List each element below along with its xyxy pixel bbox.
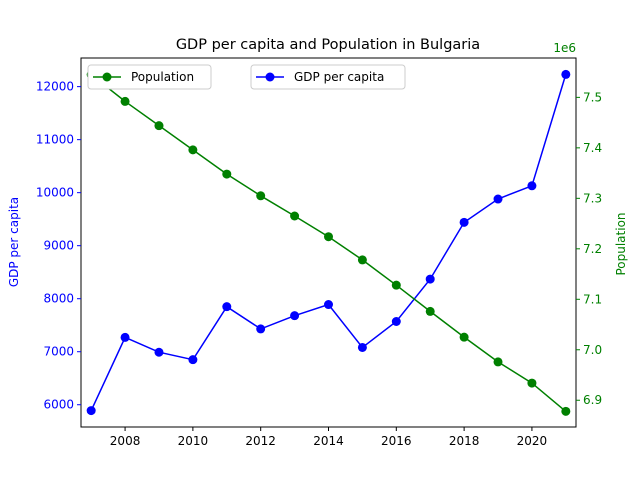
left-y-axis-label: GDP per capita bbox=[7, 197, 21, 287]
right-y-tick-label: 7.2 bbox=[583, 242, 602, 256]
gdp-per-capita-point bbox=[290, 311, 300, 321]
legend-gdp-swatch-marker bbox=[265, 72, 275, 82]
right-y-axis-label: Population bbox=[614, 212, 628, 275]
gdp-per-capita-point bbox=[256, 324, 266, 334]
legend-population-label: Population bbox=[131, 70, 194, 84]
population-point bbox=[561, 406, 571, 416]
gdp-per-capita-point bbox=[222, 302, 232, 312]
legend-gdp-label: GDP per capita bbox=[294, 70, 384, 84]
series-layer bbox=[86, 69, 571, 416]
population-point bbox=[120, 96, 130, 106]
right-y-tick-label: 7.5 bbox=[583, 90, 602, 104]
population-point bbox=[290, 211, 300, 221]
left-y-tick-label: 7000 bbox=[43, 345, 74, 359]
gdp-per-capita-point bbox=[188, 355, 198, 365]
gdp-per-capita-point bbox=[561, 69, 571, 79]
chart-title: GDP per capita and Population in Bulgari… bbox=[176, 37, 480, 53]
population-point bbox=[425, 306, 435, 316]
left-y-tick-label: 8000 bbox=[43, 292, 74, 306]
population-point bbox=[324, 232, 333, 242]
x-tick-label: 2016 bbox=[381, 434, 412, 448]
left-y-tick-label: 9000 bbox=[43, 239, 74, 253]
right-y-tick-label: 6.9 bbox=[583, 393, 602, 407]
right-y-tick-label: 7.4 bbox=[583, 141, 602, 155]
x-tick-label: 2012 bbox=[245, 434, 276, 448]
legend-population-swatch-marker bbox=[102, 72, 112, 82]
population-point bbox=[357, 255, 367, 265]
x-tick-label: 2010 bbox=[178, 434, 209, 448]
gdp-per-capita-point bbox=[391, 316, 401, 326]
legend-gdp: GDP per capita bbox=[250, 64, 406, 90]
gdp-per-capita-point bbox=[425, 274, 435, 284]
gdp-per-capita-point bbox=[357, 342, 367, 352]
right-y-axis: 6.9 7.0 7.1 7.2 7.3 7.4 7.5 bbox=[576, 90, 602, 407]
x-tick-label: 2018 bbox=[449, 434, 480, 448]
gdp-per-capita-point bbox=[120, 332, 130, 342]
right-y-tick-label: 7.1 bbox=[583, 292, 602, 306]
population-point bbox=[256, 191, 266, 201]
population-point bbox=[527, 378, 537, 388]
gdp-per-capita-point bbox=[459, 217, 469, 227]
left-y-tick-label: 10000 bbox=[36, 186, 74, 200]
left-y-tick-label: 6000 bbox=[43, 398, 74, 412]
gdp-per-capita-point bbox=[86, 406, 96, 416]
plot-area bbox=[80, 57, 577, 428]
right-y-axis-offset-label: 1e6 bbox=[553, 41, 576, 55]
gdp-per-capita-point bbox=[324, 300, 333, 310]
x-tick-label: 2008 bbox=[110, 434, 141, 448]
population-point bbox=[222, 169, 232, 179]
population-point bbox=[459, 332, 469, 342]
left-y-tick-label: 12000 bbox=[36, 80, 74, 94]
right-y-tick-label: 7.0 bbox=[583, 343, 602, 357]
population-point bbox=[154, 121, 164, 131]
right-y-tick-label: 7.3 bbox=[583, 191, 602, 205]
legend-population-box bbox=[87, 64, 212, 90]
legend-gdp-box bbox=[250, 64, 406, 90]
left-y-axis: 6000 7000 8000 9000 10000 11000 12000 bbox=[36, 80, 81, 412]
gdp-per-capita-point bbox=[493, 194, 503, 204]
population-point bbox=[391, 280, 401, 290]
x-tick-label: 2020 bbox=[517, 434, 548, 448]
x-axis: 2008 2010 2012 2014 2016 2018 2020 bbox=[110, 427, 547, 448]
gdp-per-capita-point bbox=[154, 347, 164, 357]
population-point bbox=[493, 357, 503, 367]
population-point bbox=[188, 145, 198, 155]
gdp-per-capita-point bbox=[527, 181, 537, 191]
x-tick-label: 2014 bbox=[313, 434, 344, 448]
left-y-tick-label: 11000 bbox=[36, 133, 74, 147]
legend-population: Population bbox=[87, 64, 212, 90]
